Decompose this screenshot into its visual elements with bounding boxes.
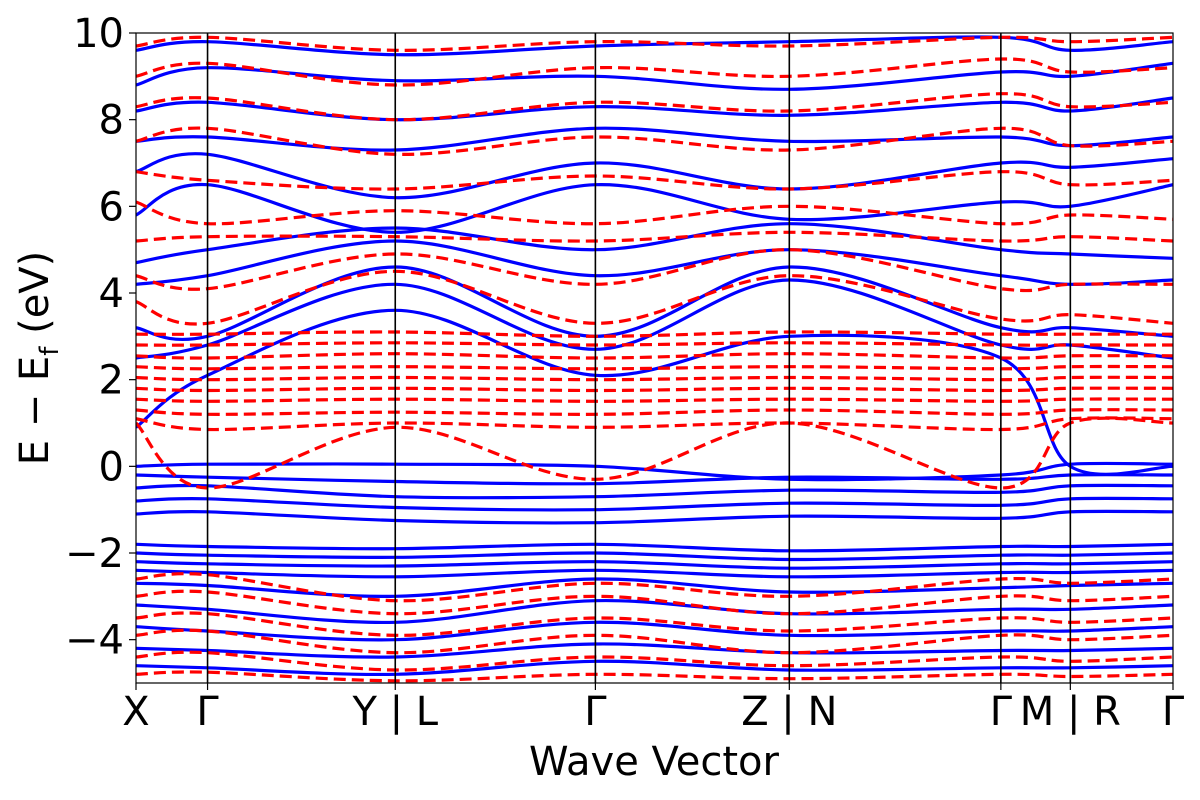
kpoint-label: Γ [1162, 689, 1185, 735]
band-line [136, 222, 1173, 265]
band-line [136, 96, 1173, 122]
band-line [136, 642, 1173, 659]
kpoint-label: Γ [584, 689, 607, 735]
kpoint-label: X [122, 689, 149, 735]
band-line [136, 483, 1173, 500]
band-line [136, 170, 1173, 191]
band-line [136, 416, 1173, 490]
series-2 [136, 35, 1173, 683]
kpoint-label: Γ [990, 689, 1013, 735]
band-line [136, 628, 1173, 655]
band-line [136, 57, 1173, 87]
band-line [136, 461, 1173, 482]
band-line [136, 152, 1173, 200]
band-line [136, 61, 1173, 91]
kpoint-label: Z | N [741, 689, 837, 735]
band-line [136, 35, 1173, 52]
band-line [136, 568, 1173, 579]
band-line [136, 35, 1173, 57]
y-tick-label: 0 [99, 444, 124, 490]
band-line [136, 659, 1173, 677]
band-line [136, 577, 1173, 598]
band-line [136, 126, 1173, 152]
band-line [136, 397, 1173, 403]
band-line [136, 551, 1173, 562]
x-axis-label: Wave Vector [529, 739, 780, 785]
y-tick-label: 8 [99, 98, 124, 144]
y-tick-label: 10 [73, 11, 124, 57]
band-line [136, 278, 1173, 360]
y-axis-ticks: −4 −2 0 2 4 6 8 10 [65, 11, 136, 664]
plot-frame [135, 32, 1174, 684]
kpoint-label: M | R [1020, 689, 1121, 735]
band-line [136, 341, 1173, 347]
kpoint-label: Y | L [351, 689, 438, 735]
y-tick-label: 6 [99, 184, 124, 230]
band-line [136, 611, 1173, 637]
kpoint-divider-lines [206, 33, 1072, 683]
y-axis-label: E − Ef (eV) [12, 251, 65, 466]
band-line [136, 269, 1173, 326]
band-line [136, 473, 1173, 486]
band-line [136, 92, 1173, 122]
band-line [136, 509, 1173, 525]
band-line [136, 620, 1173, 642]
band-line [136, 126, 1173, 156]
band-line [136, 375, 1173, 382]
band-line [136, 560, 1173, 570]
band-line [136, 230, 1173, 243]
band-line [136, 386, 1173, 393]
y-axis-label-subscript: f [35, 346, 65, 356]
band-line [136, 352, 1173, 360]
y-axis-label-unit: (eV) [12, 251, 58, 347]
kpoint-label: Γ [196, 689, 219, 735]
band-line [136, 200, 1173, 226]
band-line [136, 183, 1173, 234]
bands-layer [136, 35, 1173, 683]
y-tick-label: −4 [65, 618, 124, 664]
band-line [136, 248, 1173, 293]
band-line [136, 572, 1173, 603]
band-line [136, 670, 1173, 683]
band-line [136, 650, 1173, 672]
band-line [136, 542, 1173, 553]
band-line [136, 408, 1173, 416]
band-line [136, 364, 1173, 371]
band-line [136, 308, 1173, 476]
band-line [136, 265, 1173, 342]
y-tick-label: 4 [99, 271, 124, 317]
y-tick-label: 2 [99, 358, 124, 404]
y-axis-label-main: E − E [12, 356, 58, 466]
band-line [136, 330, 1173, 338]
band-line [136, 416, 1173, 432]
band-line [136, 589, 1173, 616]
y-tick-label: −2 [65, 531, 124, 577]
band-line [136, 239, 1173, 286]
band-line [136, 496, 1173, 512]
